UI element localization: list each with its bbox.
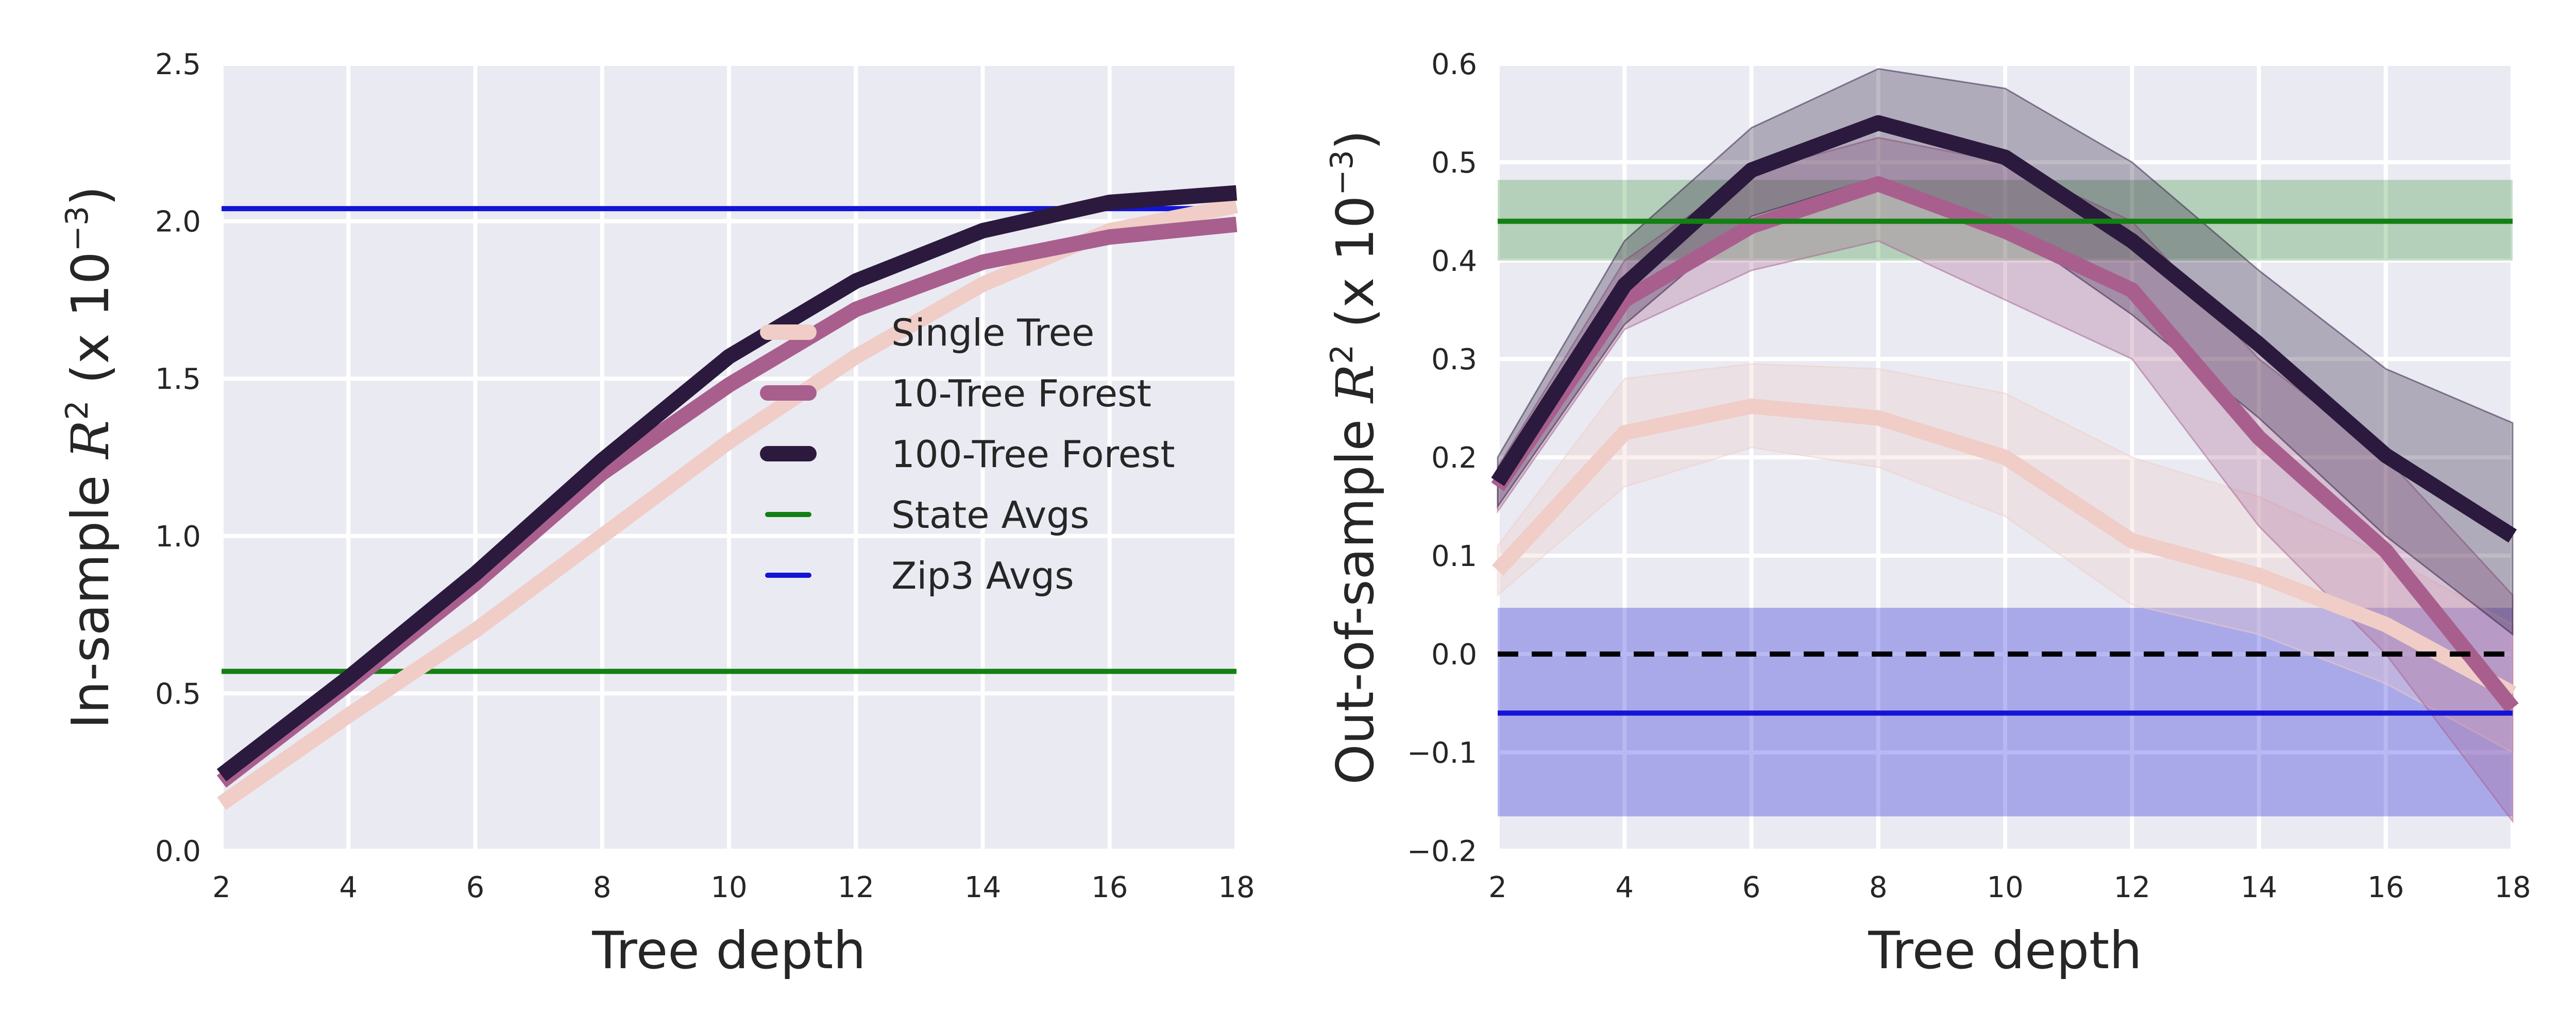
y-tick-label: 2.5 [155, 48, 201, 81]
y-tick-label: 0.5 [1431, 146, 1477, 180]
series-band-100-tree-forest [1497, 67, 2514, 636]
right-hlines [1498, 218, 2513, 716]
legend-label: Zip3 Avgs [891, 554, 1074, 597]
left-y-axis-label: In-sample R2 (x 10−3) [59, 186, 121, 729]
legend-label: Single Tree [891, 311, 1094, 354]
left-panel: 0.0 0.5 1.0 1.5 2.0 2.5 2 4 6 8 10 12 14 16 18 Tree d… [59, 48, 1255, 981]
right-x-ticks: 2 4 6 8 10 12 14 16 18 [1488, 871, 2531, 904]
x-tick-label: 8 [1869, 871, 1888, 904]
left-y-ticks: 0.0 0.5 1.0 1.5 2.0 2.5 [155, 48, 201, 868]
x-tick-label: 18 [2494, 871, 2531, 904]
y-tick-label: 0.1 [1431, 540, 1477, 573]
x-tick-label: 6 [1742, 871, 1761, 904]
y-tick-label: 0.0 [1431, 638, 1477, 672]
left-x-ticks: 2 4 6 8 10 12 14 16 18 [212, 871, 1255, 904]
x-tick-label: 4 [1615, 871, 1634, 904]
left-series [216, 185, 1238, 810]
right-x-axis-label: Tree depth [1868, 920, 2142, 981]
left-x-axis-label: Tree depth [591, 920, 866, 981]
x-tick-label: 12 [838, 871, 874, 904]
x-tick-label: 18 [1218, 871, 1255, 904]
y-tick-label: 0.5 [155, 677, 201, 711]
x-tick-label: 14 [964, 871, 1001, 904]
x-tick-label: 6 [466, 871, 485, 904]
y-tick-label: 0.2 [1431, 441, 1477, 475]
legend-label: 10-Tree Forest [891, 372, 1151, 415]
y-tick-label: 0.4 [1431, 245, 1477, 278]
y-tick-label: 2.0 [155, 205, 201, 239]
x-tick-label: 2 [212, 871, 231, 904]
y-tick-label: 0.6 [1431, 48, 1477, 81]
series-line-100-tree-forest [1491, 115, 2517, 543]
right-panel: −0.2 −0.1 0.0 0.1 0.2 0.3 0.4 0.5 0.6 2 4 6 8 10 12 14… [1324, 48, 2531, 981]
right-y-ticks: −0.2 −0.1 0.0 0.1 0.2 0.3 0.4 0.5 0.6 [1407, 48, 1477, 868]
x-tick-label: 10 [1987, 871, 2023, 904]
y-tick-label: −0.1 [1407, 736, 1477, 770]
legend-label: 100-Tree Forest [891, 433, 1175, 476]
x-tick-label: 2 [1488, 871, 1507, 904]
x-tick-label: 8 [593, 871, 612, 904]
x-tick-label: 12 [2114, 871, 2150, 904]
legend: Single Tree 10-Tree Forest 100-Tree Forest… [760, 311, 1175, 597]
series-line-100-tree-forest [216, 185, 1238, 782]
legend-label: State Avgs [891, 493, 1089, 537]
y-tick-label: 0.3 [1431, 343, 1477, 376]
y-tick-label: 1.0 [155, 520, 201, 554]
x-tick-label: 4 [339, 871, 358, 904]
x-tick-label: 10 [710, 871, 747, 904]
right-y-axis-label: Out-of-sample R2 (x 10−3) [1324, 130, 1385, 785]
series-line-single-tree [1492, 398, 2517, 700]
x-tick-label: 14 [2241, 871, 2277, 904]
y-tick-label: −0.2 [1407, 835, 1477, 868]
y-tick-label: 1.5 [155, 363, 201, 396]
y-tick-label: 0.0 [155, 835, 201, 868]
series-line-10-tree-forest [1491, 176, 2519, 713]
right-series [1491, 67, 2519, 824]
x-tick-label: 16 [2367, 871, 2404, 904]
x-tick-label: 16 [1091, 871, 1128, 904]
